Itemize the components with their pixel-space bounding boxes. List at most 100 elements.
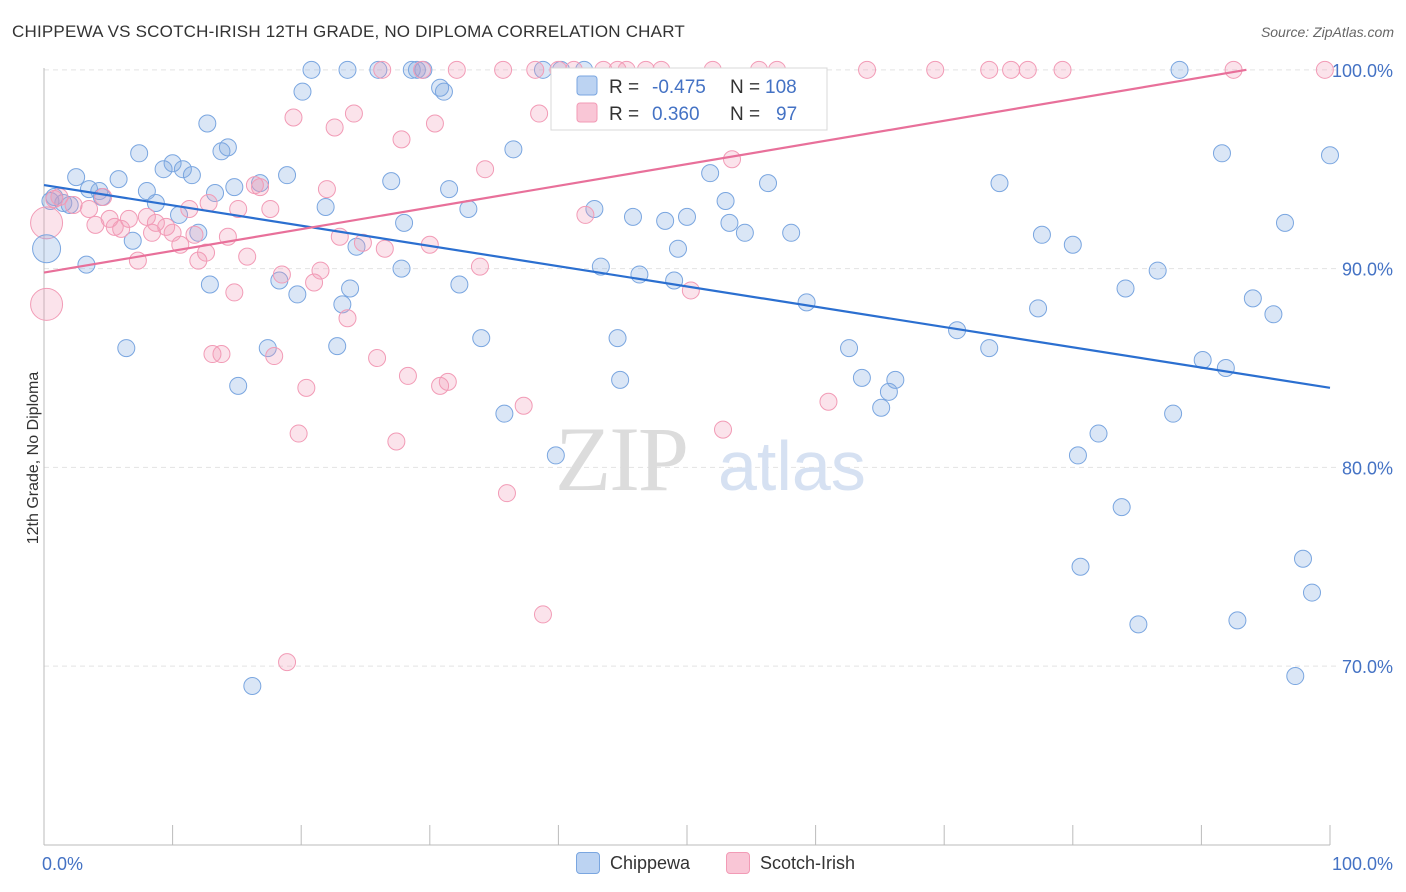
point-chippewa bbox=[591, 257, 610, 276]
point-chippewa bbox=[434, 82, 453, 101]
point-chippewa bbox=[797, 293, 816, 312]
point-scotch-irish bbox=[272, 265, 291, 284]
point-chippewa bbox=[1089, 424, 1108, 443]
point-scotch-irish bbox=[1315, 60, 1334, 79]
point-scotch-irish bbox=[373, 60, 392, 79]
point-scotch-irish bbox=[368, 349, 387, 368]
point-chippewa bbox=[678, 207, 696, 226]
point-chippewa bbox=[852, 368, 871, 387]
point-scotch-irish bbox=[199, 193, 218, 212]
source-credit: Source: ZipAtlas.com bbox=[1260, 24, 1394, 40]
point-chippewa bbox=[1112, 498, 1131, 517]
point-scotch-irish bbox=[526, 60, 545, 79]
tick-labels: 70.0% 80.0% 90.0% 100.0% 0.0% 100.0% bbox=[42, 61, 1393, 874]
legend-n-label-1: N = bbox=[730, 77, 760, 98]
legend-n-value-1: 108 bbox=[765, 77, 797, 98]
point-chippewa bbox=[611, 370, 630, 389]
point-chippewa bbox=[990, 174, 1009, 193]
point-scotch-irish bbox=[476, 160, 495, 179]
legend-box: R = -0.475 N = 108 R = 0.360 N = 97 bbox=[550, 67, 828, 131]
point-chippewa bbox=[980, 339, 999, 358]
point-scotch-irish bbox=[353, 233, 372, 252]
point-chippewa bbox=[278, 166, 297, 185]
point-scotch-irish bbox=[1018, 60, 1037, 79]
point-scotch-irish bbox=[185, 225, 204, 244]
point-chippewa bbox=[720, 213, 739, 232]
point-scotch-irish bbox=[980, 60, 999, 79]
point-chippewa bbox=[1286, 667, 1305, 686]
point-scotch-irish bbox=[325, 118, 344, 137]
point-scotch-irish bbox=[497, 484, 516, 503]
point-chippewa bbox=[1228, 611, 1247, 630]
point-scotch-irish bbox=[344, 104, 363, 123]
watermark-zip: ZIP bbox=[555, 408, 687, 510]
point-scotch-irish bbox=[229, 199, 248, 218]
point-chippewa bbox=[608, 329, 627, 348]
point-chippewa bbox=[1029, 299, 1048, 318]
bottom-legend-scotch-irish: Scotch-Irish bbox=[726, 852, 855, 874]
point-scotch-irish bbox=[105, 217, 124, 236]
point-chippewa bbox=[1164, 404, 1183, 423]
point-scotch-irish bbox=[146, 213, 165, 232]
point-chippewa bbox=[450, 275, 469, 294]
point-scotch-irish bbox=[278, 653, 297, 672]
point-chippewa bbox=[1212, 144, 1231, 163]
point-scotch-irish bbox=[723, 150, 742, 169]
point-scotch-irish bbox=[94, 188, 113, 207]
point-chippewa bbox=[225, 178, 244, 197]
y-tick-label: 90.0% bbox=[1342, 260, 1393, 280]
point-chippewa bbox=[67, 168, 86, 187]
point-scotch-irish bbox=[1002, 60, 1021, 79]
point-chippewa bbox=[872, 398, 891, 417]
point-chippewa bbox=[123, 231, 142, 250]
trend-lines bbox=[43, 68, 1331, 389]
y-tick-label: 70.0% bbox=[1342, 657, 1393, 677]
legend-r-label-1: R = bbox=[609, 77, 639, 98]
point-scotch-irish bbox=[413, 60, 432, 79]
point-scotch-irish bbox=[530, 104, 549, 123]
point-chippewa bbox=[117, 339, 136, 358]
point-scotch-irish bbox=[338, 309, 357, 328]
point-chippewa bbox=[173, 160, 192, 179]
point-chippewa bbox=[504, 140, 523, 159]
point-chippewa bbox=[886, 370, 905, 389]
point-chippewa bbox=[1063, 235, 1082, 254]
point-scotch-irish bbox=[265, 347, 284, 366]
point-scotch-irish bbox=[289, 424, 308, 443]
point-scotch-irish bbox=[514, 396, 533, 415]
point-chippewa bbox=[137, 182, 156, 201]
point-chippewa bbox=[1148, 261, 1167, 280]
point-scotch-irish bbox=[576, 205, 595, 224]
point-chippewa bbox=[623, 207, 642, 226]
point-scotch-irish bbox=[112, 219, 131, 238]
point-chippewa bbox=[341, 279, 360, 298]
point-chippewa bbox=[1216, 358, 1235, 377]
point-chippewa bbox=[1321, 146, 1339, 165]
point-chippewa bbox=[1275, 213, 1294, 232]
axes bbox=[43, 68, 1331, 846]
point-scotch-irish bbox=[392, 130, 411, 149]
chippewa-swatch bbox=[576, 852, 600, 874]
point-chippewa bbox=[1264, 305, 1283, 324]
point-scotch-irish bbox=[30, 287, 64, 321]
point-scotch-irish bbox=[714, 420, 733, 439]
point-chippewa bbox=[1243, 289, 1262, 308]
point-scotch-irish bbox=[819, 392, 838, 411]
x-tick-label-start: 0.0% bbox=[42, 854, 83, 874]
point-scotch-irish bbox=[387, 432, 406, 451]
point-chippewa bbox=[182, 166, 201, 185]
point-chippewa bbox=[218, 138, 237, 157]
point-chippewa bbox=[782, 223, 801, 242]
point-scotch-irish bbox=[681, 281, 700, 300]
point-chippewa bbox=[759, 174, 778, 193]
point-chippewa bbox=[407, 60, 426, 79]
legend-swatch-chippewa bbox=[576, 75, 598, 96]
data-points bbox=[30, 60, 1339, 695]
point-scotch-irish bbox=[261, 199, 280, 218]
point-chippewa bbox=[338, 60, 357, 79]
bottom-legend: Chippewa Scotch-Irish bbox=[0, 852, 1406, 880]
point-chippewa bbox=[1129, 615, 1148, 634]
trend-line-scotch-irish bbox=[43, 68, 1247, 274]
x-tick-label-end: 100.0% bbox=[1332, 854, 1393, 874]
